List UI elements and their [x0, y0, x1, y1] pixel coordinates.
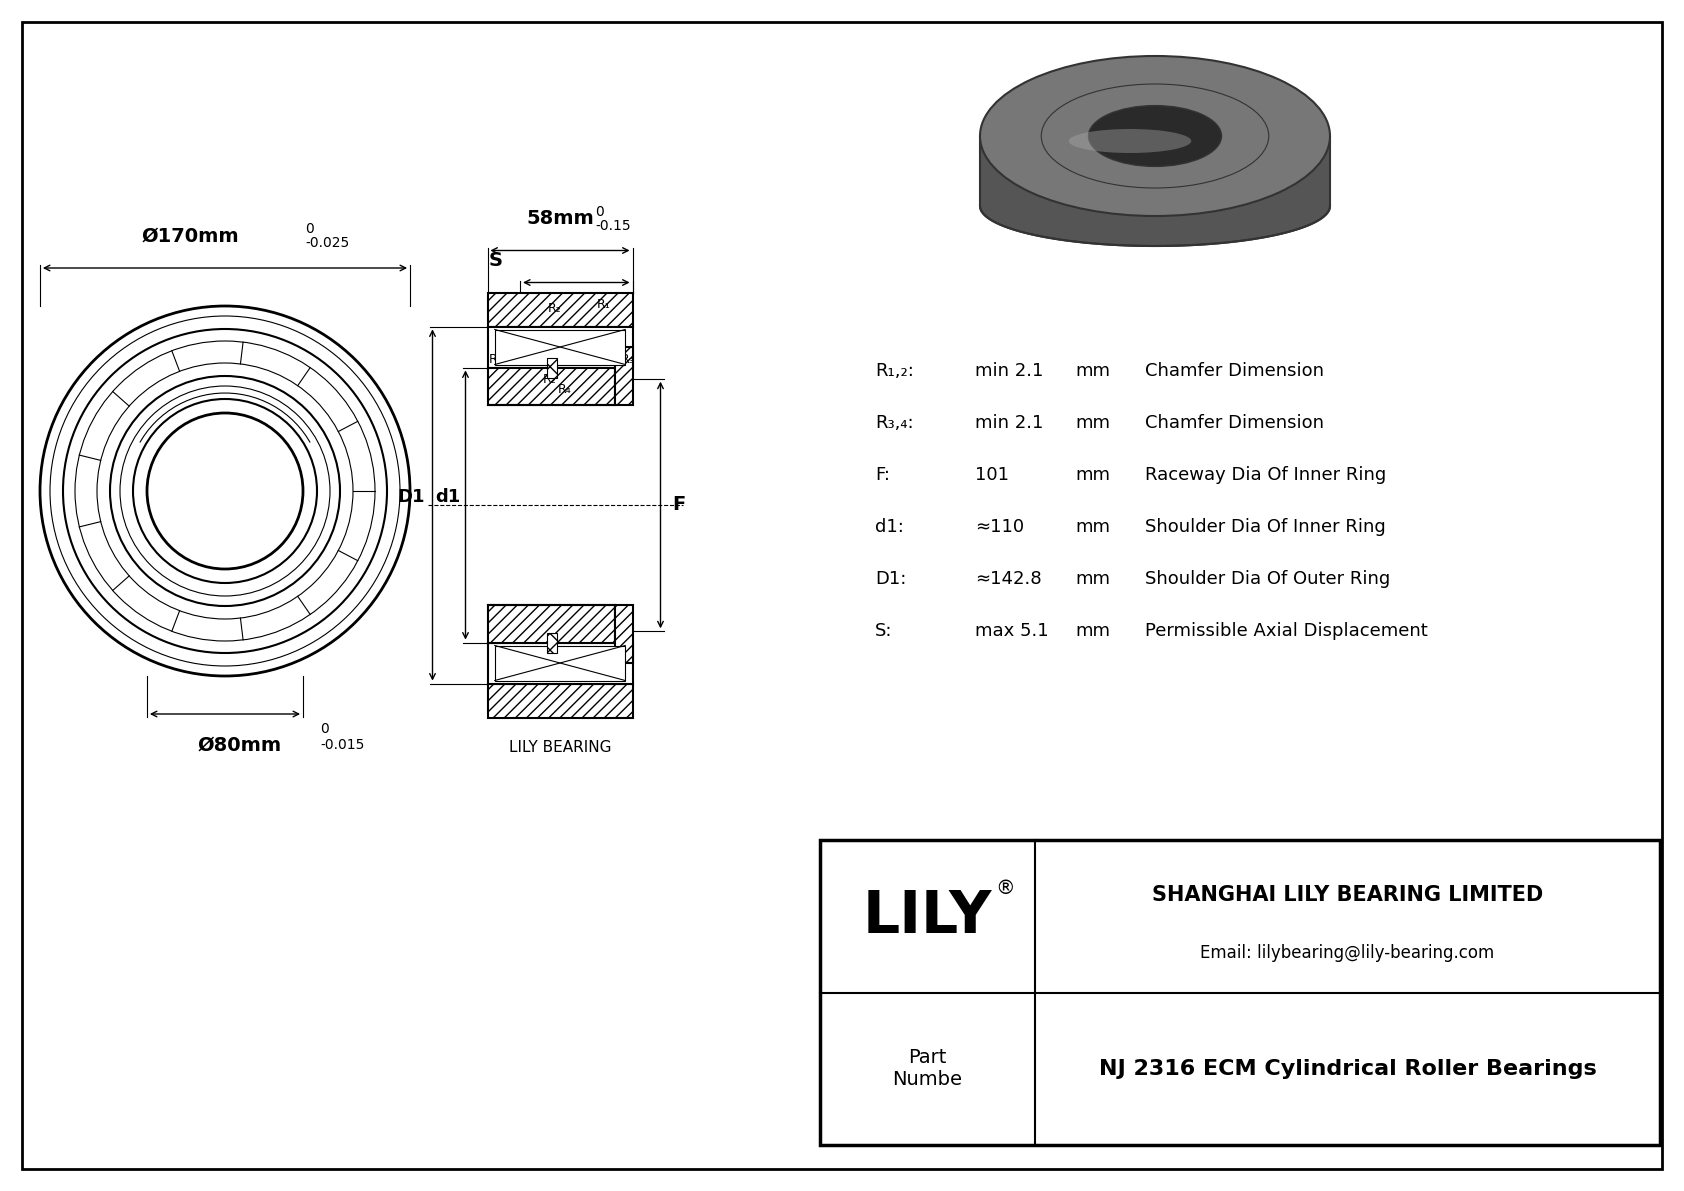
Text: 58mm: 58mm [525, 210, 594, 229]
Text: d1:: d1: [876, 518, 904, 536]
Text: 0: 0 [320, 722, 328, 736]
Text: Chamfer Dimension: Chamfer Dimension [1145, 414, 1324, 432]
Text: F:: F: [876, 466, 891, 484]
Text: R₃: R₃ [621, 353, 635, 366]
Text: R₂: R₂ [544, 373, 557, 386]
Text: S: S [488, 251, 502, 270]
Text: mm: mm [1074, 362, 1110, 380]
Text: D1:: D1: [876, 570, 906, 588]
Text: mm: mm [1074, 414, 1110, 432]
Text: D1: D1 [397, 488, 424, 506]
Text: ≈142.8: ≈142.8 [975, 570, 1042, 588]
Text: LILY BEARING: LILY BEARING [509, 740, 611, 755]
Text: R₁: R₁ [596, 298, 610, 311]
Text: Ø170mm: Ø170mm [141, 227, 239, 247]
Bar [487, 326, 633, 368]
Polygon shape [980, 136, 1330, 247]
Text: 101: 101 [975, 466, 1009, 484]
Text: SHANGHAI LILY BEARING LIMITED: SHANGHAI LILY BEARING LIMITED [1152, 885, 1543, 905]
Bar [487, 293, 633, 326]
Bar [615, 347, 633, 405]
Text: Shoulder Dia Of Outer Ring: Shoulder Dia Of Outer Ring [1145, 570, 1391, 588]
Text: max 5.1: max 5.1 [975, 622, 1049, 640]
Bar [547, 357, 557, 378]
Text: mm: mm [1074, 622, 1110, 640]
Text: mm: mm [1074, 518, 1110, 536]
Text: Raceway Dia Of Inner Ring: Raceway Dia Of Inner Ring [1145, 466, 1386, 484]
Text: Chamfer Dimension: Chamfer Dimension [1145, 362, 1324, 380]
Text: Permissible Axial Displacement: Permissible Axial Displacement [1145, 622, 1428, 640]
Text: -0.15: -0.15 [594, 218, 630, 232]
Ellipse shape [1069, 129, 1191, 152]
Text: Ø80mm: Ø80mm [199, 736, 281, 755]
Ellipse shape [980, 56, 1330, 216]
Text: Part
Numbe: Part Numbe [893, 1048, 962, 1090]
Text: R₃,₄:: R₃,₄: [876, 414, 914, 432]
Text: 0: 0 [594, 205, 605, 218]
Text: Shoulder Dia Of Inner Ring: Shoulder Dia Of Inner Ring [1145, 518, 1386, 536]
Bar [487, 684, 633, 717]
Bar [495, 646, 625, 680]
Text: R₂: R₂ [547, 303, 562, 314]
Text: mm: mm [1074, 466, 1110, 484]
Bar [487, 605, 615, 642]
Text: Email: lilybearing@lily-bearing.com: Email: lilybearing@lily-bearing.com [1201, 943, 1495, 962]
Text: -0.025: -0.025 [305, 236, 349, 250]
Text: R₄: R₄ [557, 384, 573, 395]
Text: NJ 2316 ECM Cylindrical Roller Bearings: NJ 2316 ECM Cylindrical Roller Bearings [1098, 1059, 1596, 1079]
Text: S:: S: [876, 622, 893, 640]
Bar [487, 368, 615, 405]
Text: min 2.1: min 2.1 [975, 414, 1044, 432]
Text: 0: 0 [305, 222, 313, 236]
Text: LILY: LILY [862, 887, 992, 944]
Ellipse shape [1088, 106, 1221, 167]
Bar [495, 330, 625, 364]
Text: ≈110: ≈110 [975, 518, 1024, 536]
Text: mm: mm [1074, 570, 1110, 588]
Text: d1: d1 [434, 488, 460, 506]
Bar [487, 642, 633, 684]
Text: -0.015: -0.015 [320, 738, 364, 752]
Text: R₁: R₁ [488, 353, 502, 366]
Text: R₁,₂:: R₁,₂: [876, 362, 914, 380]
Bar [615, 605, 633, 663]
Text: ®: ® [995, 879, 1015, 898]
Bar [547, 632, 557, 653]
Bar [820, 840, 1660, 1145]
Text: min 2.1: min 2.1 [975, 362, 1044, 380]
Text: F: F [672, 495, 685, 515]
